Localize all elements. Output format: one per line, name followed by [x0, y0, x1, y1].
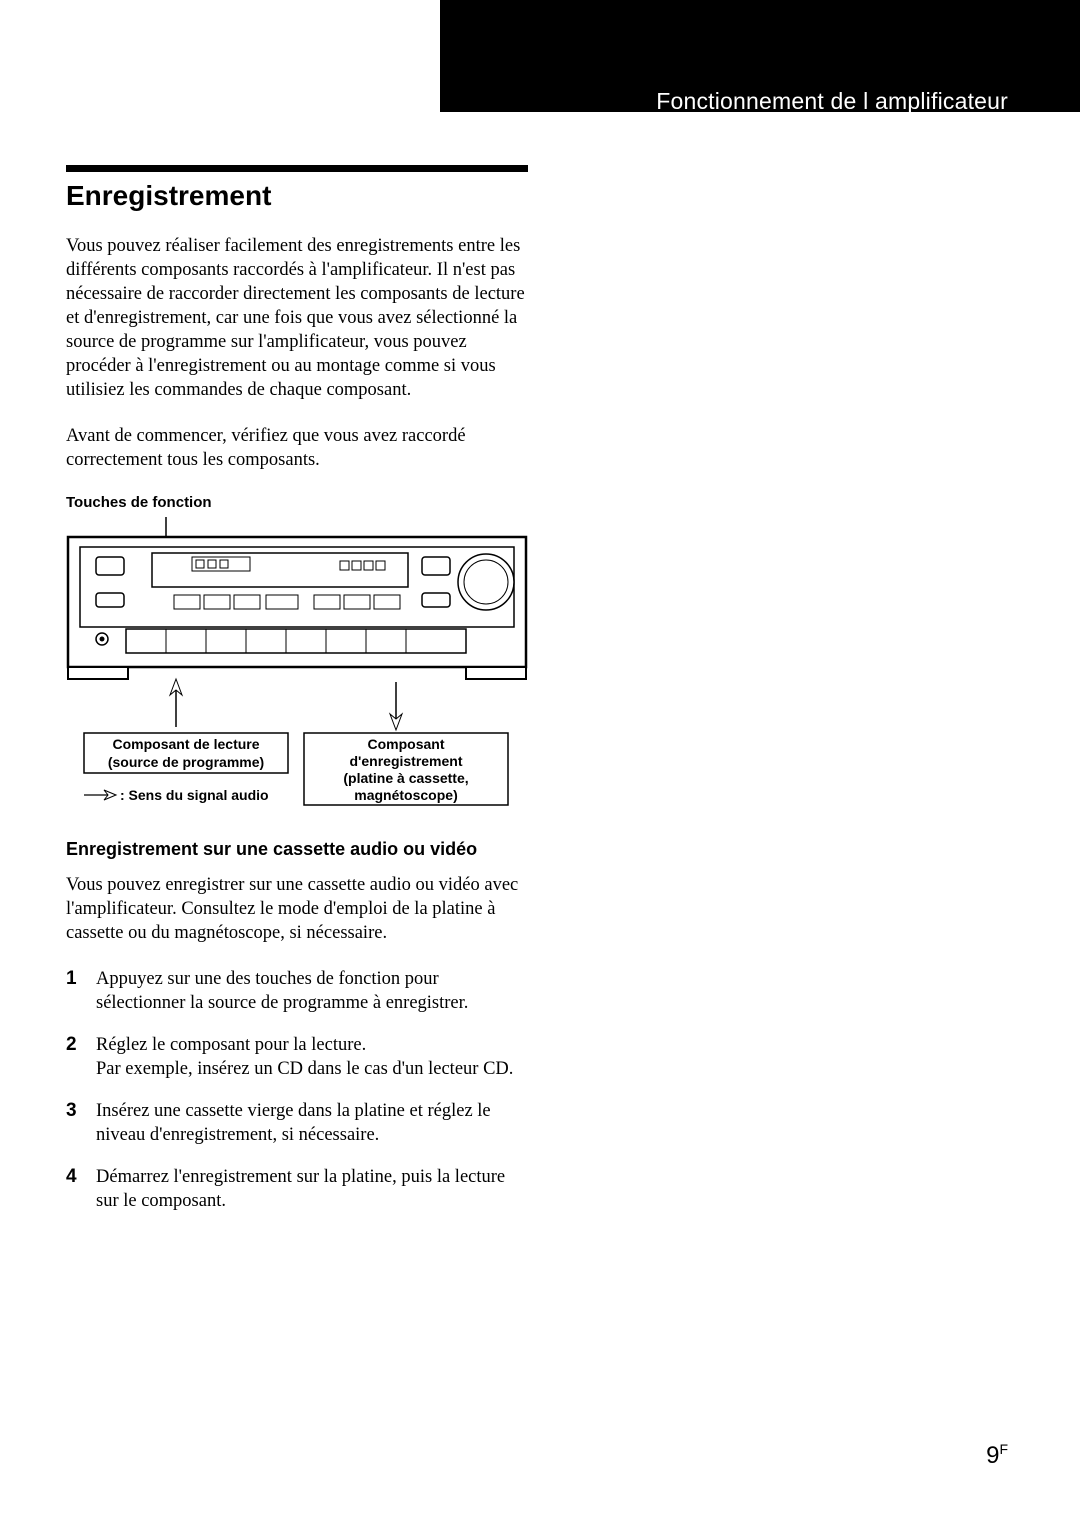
- figure-box-right-l2: d'enregistrement: [349, 753, 462, 769]
- sub-paragraph: Vous pouvez enregistrer sur une cassette…: [66, 873, 528, 945]
- step-text: Démarrez l'enregistrement sur la platine…: [96, 1165, 528, 1213]
- step-text: Appuyez sur une des touches de fonction …: [96, 967, 528, 1015]
- figure-box-right-l4: magnétoscope): [354, 787, 457, 803]
- subheading: Enregistrement sur une cassette audio ou…: [66, 837, 528, 861]
- section-header: Fonctionnement de l amplificateur: [656, 88, 1008, 115]
- step-number: 4: [66, 1165, 96, 1213]
- steps-list: 1 Appuyez sur une des touches de fonctio…: [66, 967, 528, 1213]
- step-item: 2 Réglez le composant pour la lecture.Pa…: [66, 1033, 528, 1081]
- content-column: Enregistrement Vous pouvez réaliser faci…: [66, 165, 528, 1231]
- step-number: 2: [66, 1033, 96, 1081]
- figure-box-right-l1: Composant: [368, 736, 445, 752]
- page-title: Enregistrement: [66, 180, 528, 212]
- page-number: 9F: [986, 1441, 1008, 1470]
- intro-paragraph-2: Avant de commencer, vérifiez que vous av…: [66, 424, 528, 472]
- page-number-digit: 9: [986, 1442, 999, 1469]
- step-item: 3 Insérez une cassette vierge dans la pl…: [66, 1099, 528, 1147]
- figure-box-right-l3: (platine à cassette,: [343, 770, 468, 786]
- step-text: Insérez une cassette vierge dans la plat…: [96, 1099, 528, 1147]
- page: Fonctionnement de l amplificateur Enregi…: [0, 0, 1080, 1528]
- figure-box-left-l2: (source de programme): [108, 754, 264, 770]
- header-white-notch: [0, 0, 440, 112]
- figure-caption: Touches de fonction: [66, 494, 528, 511]
- figure-signal-label: : Sens du signal audio: [120, 787, 269, 803]
- step-number: 3: [66, 1099, 96, 1147]
- title-rule: [66, 165, 528, 172]
- step-item: 4 Démarrez l'enregistrement sur la plati…: [66, 1165, 528, 1213]
- step-item: 1 Appuyez sur une des touches de fonctio…: [66, 967, 528, 1015]
- step-text: Réglez le composant pour la lecture.Par …: [96, 1033, 513, 1081]
- figure-box-left-l1: Composant de lecture: [112, 736, 259, 752]
- page-number-suffix: F: [999, 1441, 1008, 1457]
- intro-paragraph-1: Vous pouvez réaliser facilement des enre…: [66, 234, 528, 402]
- amplifier-figure: Composant de lecture (source de programm…: [66, 517, 528, 807]
- step-number: 1: [66, 967, 96, 1015]
